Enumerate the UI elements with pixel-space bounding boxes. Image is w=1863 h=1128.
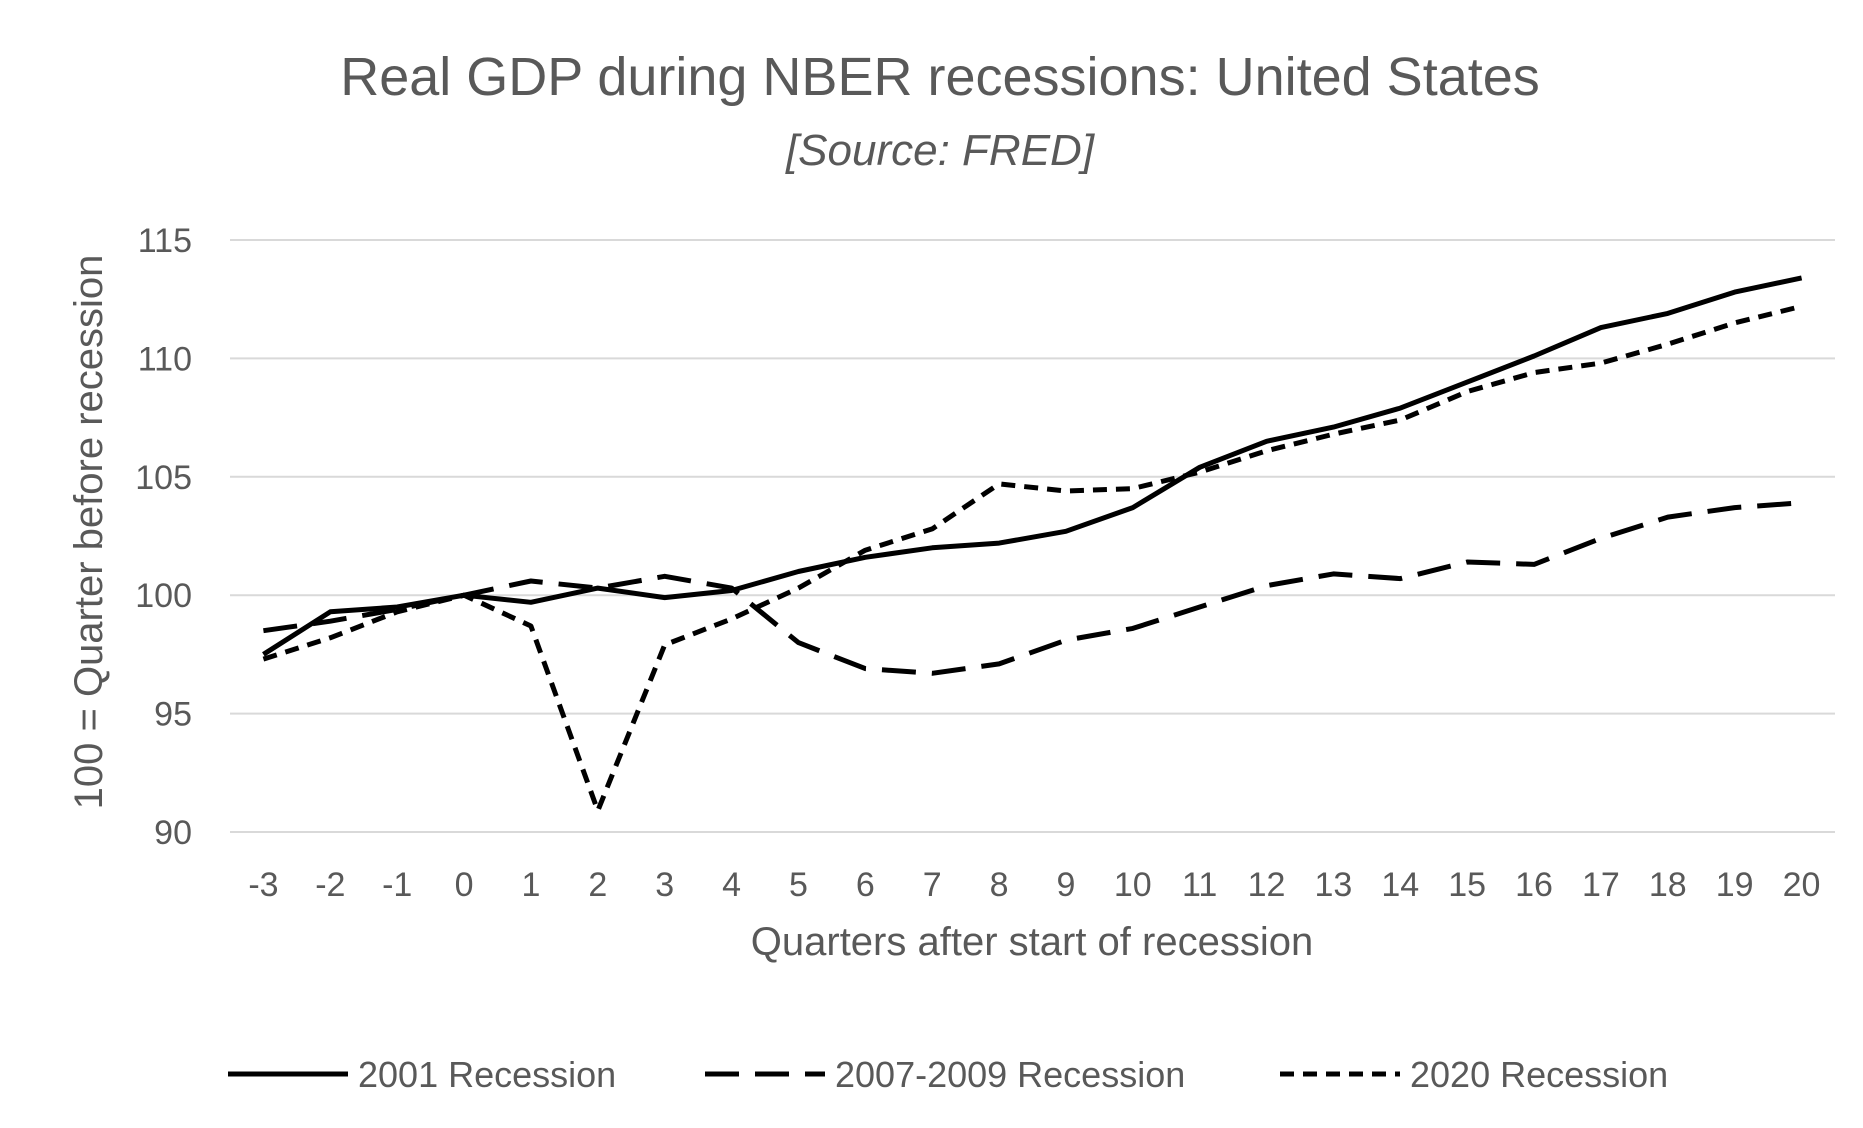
x-axis-ticks: -3 -2 -1 0 1 2 3 4 5 6 7 8 9 10 11 12 13 14 15 16 17 18 19 20 [248, 866, 1820, 904]
series-line [263, 500, 1802, 676]
legend-label: 2007-2009 Recession [835, 1054, 1185, 1095]
x-tick-label: 17 [1582, 866, 1620, 904]
x-tick-label: 14 [1381, 866, 1419, 904]
legend-label: 2020 Recession [1410, 1054, 1668, 1095]
x-tick-label: 0 [455, 866, 474, 904]
x-tick-label: 5 [789, 866, 808, 904]
x-tick-label: 6 [856, 866, 875, 904]
x-tick-label: 7 [923, 866, 942, 904]
x-tick-label: 11 [1182, 866, 1217, 904]
x-tick-label: 8 [990, 866, 1009, 904]
x-tick-label: 18 [1649, 866, 1687, 904]
x-tick-label: 16 [1515, 866, 1553, 904]
x-tick-label: 4 [722, 866, 741, 904]
x-tick-label: 10 [1114, 866, 1152, 904]
x-tick-label: 1 [521, 866, 540, 904]
x-tick-label: 19 [1716, 866, 1754, 904]
x-tick-label: 13 [1315, 866, 1353, 904]
x-tick-label: 9 [1056, 866, 1075, 904]
chart-title: Real GDP during NBER recessions: United … [340, 47, 1540, 107]
x-tick-label: 15 [1448, 866, 1486, 904]
chart-subtitle: [Source: FRED] [785, 126, 1096, 175]
x-tick-label: 12 [1248, 866, 1286, 904]
y-axis-label: 100 = Quarter before recession [67, 255, 111, 810]
series-lines [262, 275, 1803, 814]
y-tick-label: 90 [154, 814, 192, 852]
legend-label: 2001 Recession [358, 1054, 616, 1095]
y-tick-label: 110 [138, 340, 192, 378]
legend: 2001 Recession 2007-2009 Recession 2020 Re… [228, 1054, 1668, 1095]
y-tick-label: 100 [135, 577, 192, 615]
x-tick-label: 20 [1783, 866, 1821, 904]
x-tick-label: -1 [382, 866, 412, 904]
y-axis-ticks: 90 95 100 105 110 115 [135, 222, 192, 852]
y-tick-label: 115 [138, 222, 192, 260]
y-tick-label: 95 [154, 696, 192, 734]
series-line [262, 275, 1803, 657]
x-tick-label: 3 [655, 866, 674, 904]
x-tick-label: -3 [248, 866, 278, 904]
y-tick-label: 105 [135, 459, 192, 497]
x-axis-label: Quarters after start of recession [751, 920, 1313, 964]
x-tick-label: 2 [588, 866, 607, 904]
grid-lines [230, 239, 1835, 833]
x-tick-label: -2 [315, 866, 345, 904]
series-line [262, 303, 1803, 814]
